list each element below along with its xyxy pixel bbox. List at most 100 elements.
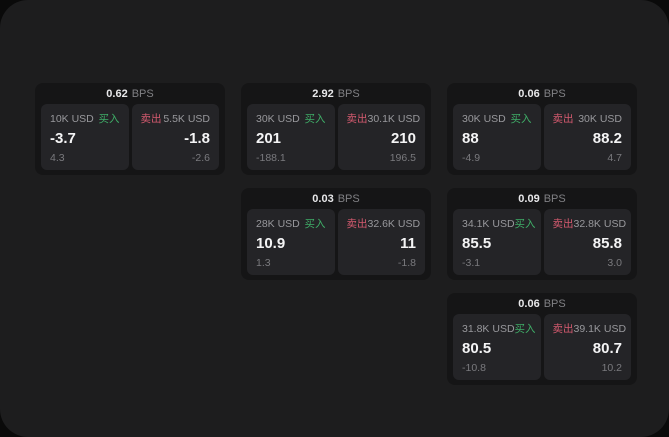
buy-sub-value: -4.9: [462, 152, 481, 164]
sell-tag: 卖出: [140, 113, 162, 125]
bps-value: 0.06: [518, 88, 540, 100]
bps-unit: BPS: [543, 88, 566, 100]
buy-price: 88: [462, 130, 479, 147]
buy-tile-header: 30K USD 买入: [256, 111, 326, 126]
buy-tag: 买入: [304, 113, 326, 125]
buy-tile[interactable]: 31.8K USD 买入 80.5 -10.8: [453, 314, 541, 380]
sell-price: 11: [400, 235, 416, 252]
sell-tile-header: 卖出 32.6K USD: [346, 216, 421, 231]
sell-tile[interactable]: 卖出 32.8K USD 85.8 3.0: [543, 209, 631, 275]
quote-card: 0.03 BPS 28K USD 买入 10.9 1.3 卖出 32.6K USD…: [241, 188, 431, 280]
sell-amount-label: 30.1K USD: [367, 113, 421, 125]
sell-tile[interactable]: 卖出 32.6K USD 11 -1.8: [337, 209, 425, 275]
card-header: 2.92 BPS: [241, 83, 431, 104]
card-header: 0.06 BPS: [447, 83, 637, 104]
sell-tile-header: 卖出 39.1K USD: [552, 321, 627, 336]
bps-value: 0.06: [518, 298, 540, 310]
card-body: 28K USD 买入 10.9 1.3 卖出 32.6K USD 11 -1.8: [241, 209, 431, 280]
buy-sub-value: -3.1: [462, 257, 481, 269]
bps-value: 0.03: [312, 193, 334, 205]
sell-tile-header: 卖出 30K USD: [553, 111, 623, 126]
buy-amount-label: 30K USD: [256, 113, 300, 125]
card-body: 31.8K USD 买入 80.5 -10.8 卖出 39.1K USD 80.…: [447, 314, 637, 385]
buy-tile-header: 34.1K USD 买入: [462, 216, 536, 231]
bps-value: 0.62: [106, 88, 128, 100]
buy-tag: 买入: [514, 218, 536, 230]
quote-card: 0.06 BPS 30K USD 买入 88 -4.9 卖出 30K USD 88…: [447, 83, 637, 175]
sell-price: 80.7: [592, 340, 622, 357]
bps-value: 0.09: [518, 193, 540, 205]
buy-price: 80.5: [462, 340, 492, 357]
card-header: 0.09 BPS: [447, 188, 637, 209]
sell-tile[interactable]: 卖出 30.1K USD 210 196.5: [337, 104, 425, 170]
bps-unit: BPS: [131, 88, 154, 100]
bps-unit: BPS: [543, 193, 566, 205]
bps-unit: BPS: [543, 298, 566, 310]
buy-tag: 买入: [510, 113, 532, 125]
sell-tile-header: 卖出 30.1K USD: [346, 111, 421, 126]
quote-card: 0.06 BPS 31.8K USD 买入 80.5 -10.8 卖出 39.1K…: [447, 293, 637, 385]
buy-amount-label: 34.1K USD: [462, 218, 515, 230]
sell-amount-label: 32.8K USD: [573, 218, 627, 230]
buy-sub-value: -10.8: [462, 362, 486, 374]
card-header: 0.62 BPS: [35, 83, 225, 104]
buy-price: -3.7: [50, 130, 76, 147]
sell-sub-value: -1.8: [397, 257, 416, 269]
card-header: 0.06 BPS: [447, 293, 637, 314]
sell-tile-header: 卖出 5.5K USD: [141, 111, 211, 126]
buy-tile-header: 28K USD 买入: [256, 216, 326, 231]
buy-sub-value: 4.3: [50, 152, 65, 164]
quote-card: 0.62 BPS 10K USD 买入 -3.7 4.3 卖出 5.5K USD …: [35, 83, 225, 175]
buy-amount-label: 28K USD: [256, 218, 300, 230]
sell-sub-value: -2.6: [191, 152, 210, 164]
sell-amount-label: 30K USD: [578, 113, 622, 125]
sell-sub-value: 4.7: [607, 152, 622, 164]
buy-amount-label: 10K USD: [50, 113, 94, 125]
sell-price: -1.8: [184, 130, 210, 147]
sell-amount-label: 39.1K USD: [573, 323, 627, 335]
sell-tag: 卖出: [552, 323, 574, 335]
sell-tag: 卖出: [552, 113, 574, 125]
card-body: 34.1K USD 买入 85.5 -3.1 卖出 32.8K USD 85.8…: [447, 209, 637, 280]
card-header: 0.03 BPS: [241, 188, 431, 209]
sell-sub-value: 10.2: [601, 362, 622, 374]
buy-amount-label: 31.8K USD: [462, 323, 515, 335]
bps-value: 2.92: [312, 88, 334, 100]
bps-unit: BPS: [337, 88, 360, 100]
sell-tile[interactable]: 卖出 5.5K USD -1.8 -2.6: [131, 104, 219, 170]
buy-tag: 买入: [514, 323, 536, 335]
sell-price: 210: [390, 130, 416, 147]
sell-tile-header: 卖出 32.8K USD: [552, 216, 627, 231]
buy-amount-label: 30K USD: [462, 113, 506, 125]
buy-tile[interactable]: 28K USD 买入 10.9 1.3: [247, 209, 335, 275]
quote-card: 2.92 BPS 30K USD 买入 201 -188.1 卖出 30.1K U…: [241, 83, 431, 175]
buy-tile-header: 30K USD 买入: [462, 111, 532, 126]
sell-price: 85.8: [592, 235, 622, 252]
buy-sub-value: -188.1: [256, 152, 286, 164]
sell-amount-label: 5.5K USD: [163, 113, 210, 125]
sell-tag: 卖出: [552, 218, 574, 230]
sell-price: 88.2: [592, 130, 622, 147]
buy-tile-header: 31.8K USD 买入: [462, 321, 536, 336]
buy-tile-header: 10K USD 买入: [50, 111, 120, 126]
sell-sub-value: 3.0: [607, 257, 622, 269]
buy-price: 201: [256, 130, 282, 147]
quote-card: 0.09 BPS 34.1K USD 买入 85.5 -3.1 卖出 32.8K …: [447, 188, 637, 280]
card-body: 30K USD 买入 88 -4.9 卖出 30K USD 88.2 4.7: [447, 104, 637, 175]
sell-tile[interactable]: 卖出 39.1K USD 80.7 10.2: [543, 314, 631, 380]
buy-tile[interactable]: 10K USD 买入 -3.7 4.3: [41, 104, 129, 170]
bps-unit: BPS: [337, 193, 360, 205]
sell-tile[interactable]: 卖出 30K USD 88.2 4.7: [543, 104, 631, 170]
sell-amount-label: 32.6K USD: [367, 218, 421, 230]
buy-price: 85.5: [462, 235, 492, 252]
sell-tag: 卖出: [346, 218, 368, 230]
card-body: 10K USD 买入 -3.7 4.3 卖出 5.5K USD -1.8 -2.…: [35, 104, 225, 175]
sell-tag: 卖出: [346, 113, 368, 125]
buy-tile[interactable]: 30K USD 买入 201 -188.1: [247, 104, 335, 170]
sell-sub-value: 196.5: [389, 152, 416, 164]
buy-tile[interactable]: 30K USD 买入 88 -4.9: [453, 104, 541, 170]
buy-tag: 买入: [304, 218, 326, 230]
buy-tile[interactable]: 34.1K USD 买入 85.5 -3.1: [453, 209, 541, 275]
buy-price: 10.9: [256, 235, 286, 252]
